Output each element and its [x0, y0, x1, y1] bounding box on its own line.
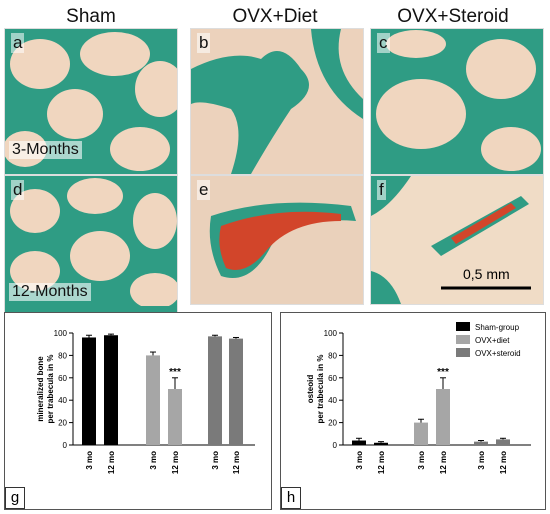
legend-swatch: [456, 348, 470, 357]
histology-image-c: [376, 30, 541, 171]
chart-letter-h: h: [281, 487, 301, 509]
bar: [374, 442, 388, 445]
bar: [82, 337, 96, 445]
y-tick-label: 60: [58, 374, 67, 383]
panel-letter-e: e: [197, 180, 211, 200]
y-tick-label: 0: [63, 441, 68, 450]
y-tick-label: 0: [333, 441, 338, 450]
x-tick-label: 12 mo: [171, 451, 180, 474]
bar: [146, 355, 160, 445]
x-tick-label: 3 mo: [355, 451, 364, 470]
histology-panel-b: b: [190, 28, 364, 175]
column-title-sham: Sham: [66, 6, 116, 27]
panel-letter-a: a: [11, 33, 25, 53]
x-tick-label: 3 mo: [477, 451, 486, 470]
column-title-ovx-steroid: OVX+Steroid: [397, 6, 509, 27]
histology-image-e: [209, 202, 356, 278]
histology-panel-a: a 3-Months: [4, 28, 178, 175]
x-tick-label: 12 mo: [499, 451, 508, 474]
histology-image-f: [371, 176, 531, 304]
x-tick-label: 3 mo: [211, 451, 220, 470]
panel-letter-b: b: [197, 33, 211, 53]
y-tick-label: 40: [328, 396, 337, 405]
bar: [208, 336, 222, 445]
y-tick-label: 20: [328, 419, 337, 428]
column-title-ovx-diet: OVX+Diet: [232, 6, 318, 27]
bar: [229, 338, 243, 445]
bar: [104, 335, 118, 445]
histology-panel-c: c: [370, 28, 544, 175]
y-axis-label: osteoidper trabecula in %: [306, 355, 325, 424]
bar: [352, 440, 366, 445]
histology-image-d: [10, 178, 177, 309]
row-label-12-months: 12-Months: [9, 283, 91, 301]
y-tick-label: 20: [58, 419, 67, 428]
histology-panel-d: d 12-Months: [4, 175, 178, 322]
histology-panel-e: e: [190, 175, 364, 305]
legend-swatch: [456, 322, 470, 331]
bar: [496, 439, 510, 445]
y-tick-label: 100: [54, 329, 68, 338]
legend-entry: Sham-group: [475, 323, 520, 332]
significance-annotation: ***: [437, 367, 449, 378]
legend-entry: OVX+diet: [475, 336, 510, 345]
significance-annotation: ***: [169, 367, 181, 378]
x-tick-label: 12 mo: [107, 451, 116, 474]
bar: [474, 441, 488, 445]
histology-panel-f: f 0,5 mm: [370, 175, 544, 305]
y-tick-label: 80: [58, 351, 67, 360]
chart-panel-g: 0 20 40 60 80 100 mineralized boneper trabecul…: [4, 312, 272, 510]
chart-g-svg: 0 20 40 60 80 100 mineralized boneper trabecul…: [36, 329, 255, 474]
histology-image-b: [191, 29, 363, 174]
panel-letter-f: f: [377, 180, 386, 200]
x-tick-label: 3 mo: [149, 451, 158, 470]
panel-letter-c: c: [377, 33, 390, 53]
chart-panel-h: 0 20 40 60 80 100 osteoidper trabecula in % 3 m…: [280, 312, 546, 510]
y-tick-label: 80: [328, 351, 337, 360]
x-tick-label: 3 mo: [85, 451, 94, 470]
legend-swatch: [456, 335, 470, 344]
row-label-3-months: 3-Months: [9, 141, 82, 159]
scale-bar-label: 0,5 mm: [463, 266, 510, 282]
x-tick-label: 12 mo: [232, 451, 241, 474]
chart-letter-g: g: [5, 487, 25, 509]
y-tick-label: 60: [328, 374, 337, 383]
bar: [168, 389, 182, 445]
bar: [414, 422, 428, 445]
x-tick-label: 3 mo: [417, 451, 426, 470]
y-tick-label: 100: [324, 329, 338, 338]
x-tick-label: 12 mo: [377, 451, 386, 474]
chart-h-svg: 0 20 40 60 80 100 osteoidper trabecula in % 3 m…: [306, 322, 531, 474]
y-axis-label: mineralized boneper trabecula in %: [36, 355, 55, 424]
y-tick-label: 40: [58, 396, 67, 405]
x-tick-label: 12 mo: [439, 451, 448, 474]
legend-entry: OVX+steroid: [475, 349, 521, 358]
bar: [436, 389, 450, 445]
panel-letter-d: d: [11, 180, 25, 200]
